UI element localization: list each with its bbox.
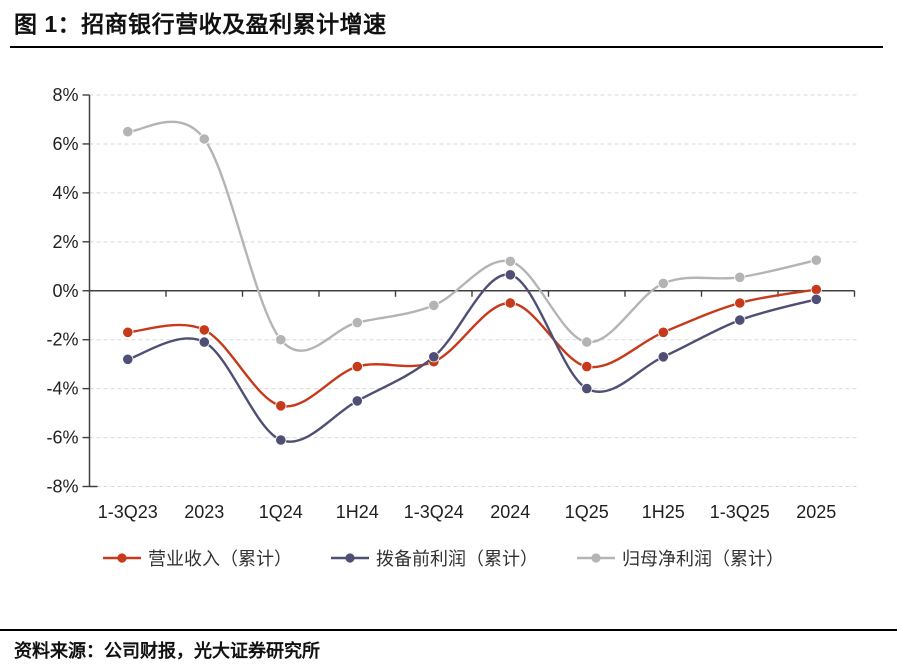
chart-legend: 营业收入（累计） 拨备前利润（累计） 归母净利润（累计） bbox=[102, 545, 784, 571]
legend-label: 营业收入（累计） bbox=[148, 549, 292, 569]
x-tick-label: 1-3Q25 bbox=[710, 502, 770, 522]
data-point bbox=[198, 133, 210, 145]
x-tick-label: 2025 bbox=[796, 502, 836, 522]
series-revenue bbox=[122, 283, 822, 412]
data-point bbox=[581, 336, 593, 348]
data-point bbox=[428, 299, 440, 311]
data-point bbox=[810, 283, 822, 296]
data-point bbox=[504, 255, 516, 267]
gridlines bbox=[89, 94, 858, 487]
data-point bbox=[734, 314, 746, 326]
y-axis-labels: 8% 6% 4% 2% 0% -2% -4% -6% -8% bbox=[46, 85, 78, 497]
data-point bbox=[351, 360, 363, 373]
x-tick-label: 1H24 bbox=[336, 502, 379, 522]
data-point bbox=[657, 351, 669, 363]
y-tick-label: -8% bbox=[46, 477, 78, 497]
series-ppop bbox=[122, 269, 822, 446]
legend-marker-icon bbox=[331, 553, 369, 563]
x-tick-label: 2024 bbox=[490, 502, 530, 522]
x-tick-label: 2023 bbox=[184, 502, 224, 522]
series-line bbox=[126, 288, 818, 408]
x-tick-label: 1H25 bbox=[642, 502, 685, 522]
data-point bbox=[351, 395, 363, 407]
data-point bbox=[351, 317, 363, 329]
data-point bbox=[504, 297, 516, 309]
data-point bbox=[122, 126, 134, 138]
data-point bbox=[198, 324, 210, 336]
data-point bbox=[657, 277, 669, 289]
x-tick-label: 1-3Q23 bbox=[98, 502, 158, 522]
data-point bbox=[275, 334, 287, 346]
x-axis-labels: 1-3Q23 2023 1Q24 1H24 1-3Q24 2024 1Q25 1H25 1-3Q… bbox=[98, 502, 837, 522]
data-point bbox=[581, 382, 593, 395]
y-tick-label: 2% bbox=[52, 232, 78, 252]
title-divider bbox=[10, 46, 883, 48]
legend-item-net-profit: 归母净利润（累计） bbox=[576, 545, 784, 571]
y-tick-label: -6% bbox=[46, 428, 78, 448]
data-point bbox=[122, 326, 134, 338]
y-tick-label: 4% bbox=[52, 183, 78, 203]
y-tick-label: 6% bbox=[52, 134, 78, 154]
legend-marker-icon bbox=[577, 553, 615, 563]
figure-title: 图 1：招商银行营收及盈利累计增速 bbox=[14, 11, 387, 37]
y-tick-label: 0% bbox=[52, 281, 78, 301]
series-line bbox=[126, 273, 818, 443]
data-point bbox=[122, 353, 134, 365]
data-point bbox=[810, 293, 822, 305]
legend-marker-icon bbox=[103, 553, 141, 563]
line-chart: 8% 6% 4% 2% 0% -2% -4% -6% -8% 1-3Q23 2023 1Q24 1H24… bbox=[46, 85, 858, 522]
data-point bbox=[198, 336, 210, 348]
legend-item-ppop: 拨备前利润（累计） bbox=[330, 545, 538, 571]
data-point bbox=[504, 269, 516, 281]
legend-item-revenue: 营业收入（累计） bbox=[102, 545, 292, 571]
data-point bbox=[275, 434, 287, 446]
data-point bbox=[428, 351, 440, 363]
y-tick-label: -4% bbox=[46, 379, 78, 399]
legend-label: 拨备前利润（累计） bbox=[376, 549, 538, 569]
legend-label: 归母净利润（累计） bbox=[622, 549, 784, 569]
y-tick-label: -2% bbox=[46, 330, 78, 350]
data-point bbox=[657, 326, 669, 338]
data-point bbox=[275, 400, 287, 412]
series-net_profit bbox=[122, 120, 822, 352]
x-tick-label: 1Q25 bbox=[565, 502, 609, 522]
footer-divider bbox=[0, 629, 897, 631]
x-tick-label: 1-3Q24 bbox=[404, 502, 464, 522]
data-point bbox=[734, 271, 746, 283]
data-point bbox=[581, 360, 593, 373]
series-line bbox=[126, 120, 818, 352]
axes bbox=[82, 94, 856, 488]
source-note: 资料来源：公司财报，光大证券研究所 bbox=[14, 641, 320, 661]
x-tick-label: 1Q24 bbox=[259, 502, 303, 522]
data-point bbox=[734, 297, 746, 309]
y-tick-label: 8% bbox=[52, 85, 78, 105]
data-point bbox=[810, 254, 822, 266]
